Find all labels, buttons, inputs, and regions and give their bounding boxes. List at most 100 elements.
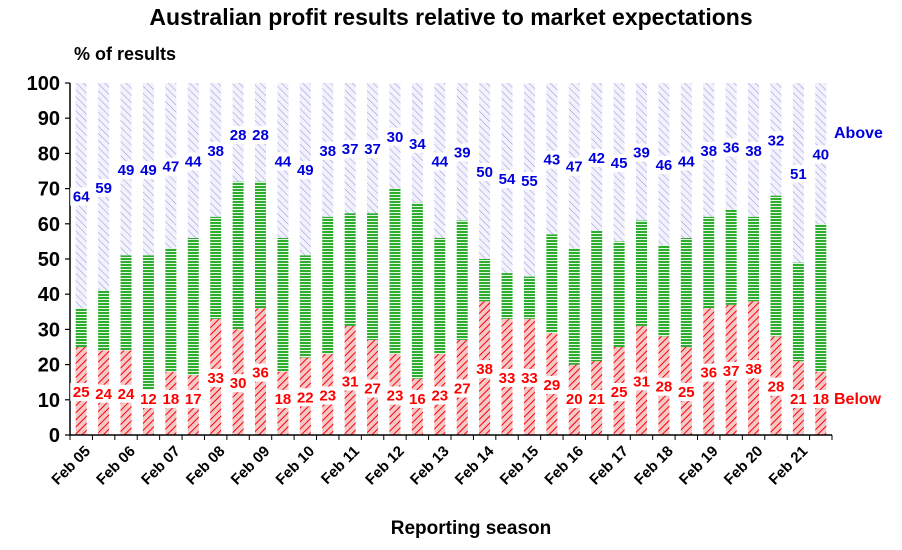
data-label-below: 24 xyxy=(118,386,135,403)
x-tick-label: Feb 19 xyxy=(676,443,722,489)
data-label-above-bg xyxy=(383,127,406,146)
y-tick-label: 60 xyxy=(38,214,60,236)
x-tick-label: Feb 16 xyxy=(541,443,587,489)
data-label-above: 44 xyxy=(275,153,292,170)
bar-inline-segment xyxy=(210,216,222,319)
x-axis-label: Reporting season xyxy=(390,518,552,539)
bar-inline-segment xyxy=(277,237,289,372)
bar-inline-segment xyxy=(792,262,804,362)
data-label-below-bg xyxy=(271,390,294,408)
bar-inline-segment xyxy=(636,220,647,326)
data-label-below: 36 xyxy=(252,365,269,382)
data-label-above: 39 xyxy=(633,145,650,162)
data-label-above-bg xyxy=(518,171,541,190)
y-tick-label: 80 xyxy=(38,143,60,165)
bar-inline-segment xyxy=(299,255,311,358)
data-label-above: 51 xyxy=(790,166,807,183)
data-label-below-bg xyxy=(675,383,698,401)
data-label-below: 17 xyxy=(185,391,202,408)
data-label-below-bg xyxy=(630,372,653,391)
data-label-above: 40 xyxy=(812,146,829,163)
y-tick-label: 50 xyxy=(38,249,60,271)
data-label-above-bg xyxy=(764,131,787,150)
data-label-above-bg xyxy=(92,178,115,197)
x-tick-label: Feb 20 xyxy=(721,443,767,489)
x-tick-label: Feb 12 xyxy=(362,443,408,489)
data-label-below-bg xyxy=(249,363,272,382)
data-label-below-bg xyxy=(316,386,339,405)
data-label-above-bg xyxy=(787,164,810,183)
y-tick-label: 20 xyxy=(38,355,60,377)
data-label-below: 21 xyxy=(588,391,605,408)
bar-inline-segment xyxy=(479,259,491,302)
series-label-above: Above xyxy=(834,125,883,142)
x-tick-label: Feb 17 xyxy=(586,443,632,489)
data-label-below-bg xyxy=(518,368,541,387)
data-label-below: 24 xyxy=(95,386,112,403)
data-label-below-bg xyxy=(563,390,586,408)
data-label-above-bg xyxy=(339,140,362,159)
bar-inline-segment xyxy=(255,181,266,309)
data-label-above-bg xyxy=(70,187,93,206)
data-label-above-bg xyxy=(697,141,720,160)
data-label-above: 54 xyxy=(499,171,516,188)
x-tick-label: Feb 21 xyxy=(766,443,812,489)
data-label-below-bg xyxy=(697,363,720,382)
data-label-below-bg xyxy=(406,390,429,408)
bar-inline-segment xyxy=(456,220,468,340)
x-tick-label: Feb 10 xyxy=(273,443,319,489)
y-tick-label: 40 xyxy=(38,284,60,306)
data-label-above: 45 xyxy=(611,155,628,172)
data-label-above-bg xyxy=(227,126,250,144)
data-label-above: 50 xyxy=(476,164,493,181)
data-label-above-bg xyxy=(159,157,182,176)
data-label-above: 44 xyxy=(185,153,202,170)
data-label-above-bg xyxy=(271,152,294,171)
data-label-below: 21 xyxy=(790,391,807,408)
data-label-above: 42 xyxy=(588,150,605,167)
data-label-above-bg xyxy=(675,152,698,171)
data-label-above-bg xyxy=(428,152,451,171)
data-label-below-bg xyxy=(809,390,832,408)
data-label-below-bg xyxy=(339,372,362,391)
data-label-below-bg xyxy=(496,368,519,387)
bar-inline-segment xyxy=(98,290,110,351)
data-label-below-bg xyxy=(473,360,496,379)
data-label-above-bg xyxy=(249,126,272,144)
y-tick-label: 0 xyxy=(49,425,60,447)
x-tick-label: Feb 06 xyxy=(93,443,139,489)
bar-inline-segment xyxy=(770,195,782,337)
data-label-below: 27 xyxy=(364,380,381,397)
data-label-below: 16 xyxy=(409,391,426,408)
x-tick-label: Feb 18 xyxy=(631,443,677,489)
data-label-above: 36 xyxy=(723,139,740,156)
y-tick-label: 70 xyxy=(38,179,60,201)
series-label-below: Below xyxy=(834,391,882,408)
bar-inline-segment xyxy=(725,209,737,305)
data-label-below: 31 xyxy=(342,373,359,390)
bar-inline-segment xyxy=(75,308,87,347)
data-label-below: 18 xyxy=(812,391,829,408)
data-label-below: 20 xyxy=(566,391,583,408)
bar-inline-segment xyxy=(680,237,692,347)
bar-inline-segment xyxy=(815,223,827,372)
x-tick-label: Feb 13 xyxy=(407,443,453,489)
bar-below-segment xyxy=(142,392,154,435)
data-label-above: 38 xyxy=(745,143,762,160)
data-label-above: 64 xyxy=(73,189,90,206)
data-label-below-bg xyxy=(294,388,317,407)
data-label-above-bg xyxy=(316,141,339,160)
data-label-above: 49 xyxy=(297,162,314,179)
bar-inline-segment xyxy=(120,255,132,351)
data-label-above-bg xyxy=(630,143,653,162)
data-label-below-bg xyxy=(742,360,765,379)
data-label-above-bg xyxy=(652,155,675,174)
data-label-below: 25 xyxy=(611,384,628,401)
data-label-above-bg xyxy=(115,161,138,180)
data-label-above: 43 xyxy=(544,152,561,169)
y-axis-label: % of results xyxy=(74,44,177,64)
data-label-above: 38 xyxy=(700,143,717,160)
data-label-above-bg xyxy=(496,170,519,189)
data-label-below-bg xyxy=(137,390,160,408)
